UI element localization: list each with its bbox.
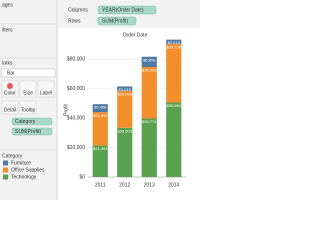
size-button[interactable] — [19, 80, 37, 98]
tooltip-button[interactable] — [19, 100, 37, 115]
value-label: $39,774 — [142, 119, 157, 124]
y-tick-label: $40,000 — [67, 116, 85, 122]
y-tick-label: $0 — [79, 174, 85, 180]
value-label: $35,062 — [142, 68, 157, 73]
bar-segment — [141, 66, 157, 119]
bar-segment — [166, 39, 182, 45]
rows-pill-text: SUM(Profit) — [102, 18, 128, 24]
mark-type: Bar — [7, 70, 15, 76]
label-button[interactable] — [37, 80, 55, 98]
mark-type-dropdown[interactable] — [0, 68, 56, 78]
bar-segment — [166, 44, 182, 103]
value-label: $3,018 — [168, 40, 181, 45]
value-label: $6,959 — [143, 57, 156, 62]
bar-segment — [166, 102, 182, 177]
columns-label: Columns — [68, 7, 88, 13]
value-label: $33,503 — [118, 128, 133, 133]
pages-title: ages — [2, 2, 13, 8]
x-tick-label: 2011 — [95, 182, 106, 188]
profit-pill-text: SUM(Profit) — [15, 129, 41, 135]
value-label: $22,594 — [93, 113, 108, 118]
value-label: $50,684 — [167, 103, 182, 108]
rows-pill[interactable] — [97, 16, 137, 26]
x-tick-label: 2012 — [119, 182, 130, 188]
bar-segment — [92, 145, 108, 177]
legend-label: Furniture — [11, 160, 31, 166]
bar-segment — [117, 90, 133, 128]
legend-swatch — [3, 174, 8, 180]
y-tick-label: $60,000 — [67, 86, 85, 92]
bar-segment — [117, 86, 133, 91]
category-pill-text: Category — [15, 119, 36, 125]
label-label: Label — [40, 90, 52, 96]
detail-label: Detail — [4, 107, 17, 113]
detail-button[interactable] — [1, 100, 19, 115]
color-icon — [7, 83, 13, 89]
value-label: $25,099 — [118, 91, 133, 96]
category-pill[interactable] — [11, 117, 53, 126]
bar-segment — [92, 104, 108, 113]
profit-pill[interactable] — [11, 127, 53, 136]
y-tick-label: $20,000 — [67, 145, 85, 151]
x-header: Order Date — [123, 32, 148, 38]
color-label: Color — [4, 90, 16, 96]
columns-pill-text: YEAR(Order Date) — [102, 7, 144, 13]
value-label: $3,015 — [119, 87, 132, 92]
size-label: Size — [23, 90, 33, 96]
legend-title: Category — [2, 153, 23, 159]
screenshot: ages ilters larks Bar Color Size Label D… — [0, 0, 200, 200]
columns-pill[interactable] — [97, 5, 157, 15]
tooltip-label: Tooltip — [21, 107, 36, 113]
legend-label: Technology — [11, 174, 37, 180]
rows-label: Rows — [68, 18, 81, 24]
marks-title: larks — [2, 60, 13, 66]
legend-swatch — [3, 167, 8, 173]
legend-swatch — [3, 160, 8, 166]
value-label: $21,493 — [93, 146, 108, 151]
x-tick-label: 2014 — [168, 182, 179, 188]
bar-segment — [117, 127, 133, 177]
y-axis-label: Profit — [63, 104, 69, 116]
legend-label: Office Supplies — [11, 167, 45, 173]
y-tick-label: $80,000 — [67, 57, 85, 63]
bar-segment — [141, 118, 157, 177]
x-tick-label: 2013 — [144, 182, 155, 188]
bar-segment — [141, 56, 157, 67]
value-label: $5,458 — [94, 105, 107, 110]
filters-title: ilters — [2, 27, 13, 33]
bar-segment — [92, 112, 108, 146]
value-label: $39,736 — [167, 45, 182, 50]
